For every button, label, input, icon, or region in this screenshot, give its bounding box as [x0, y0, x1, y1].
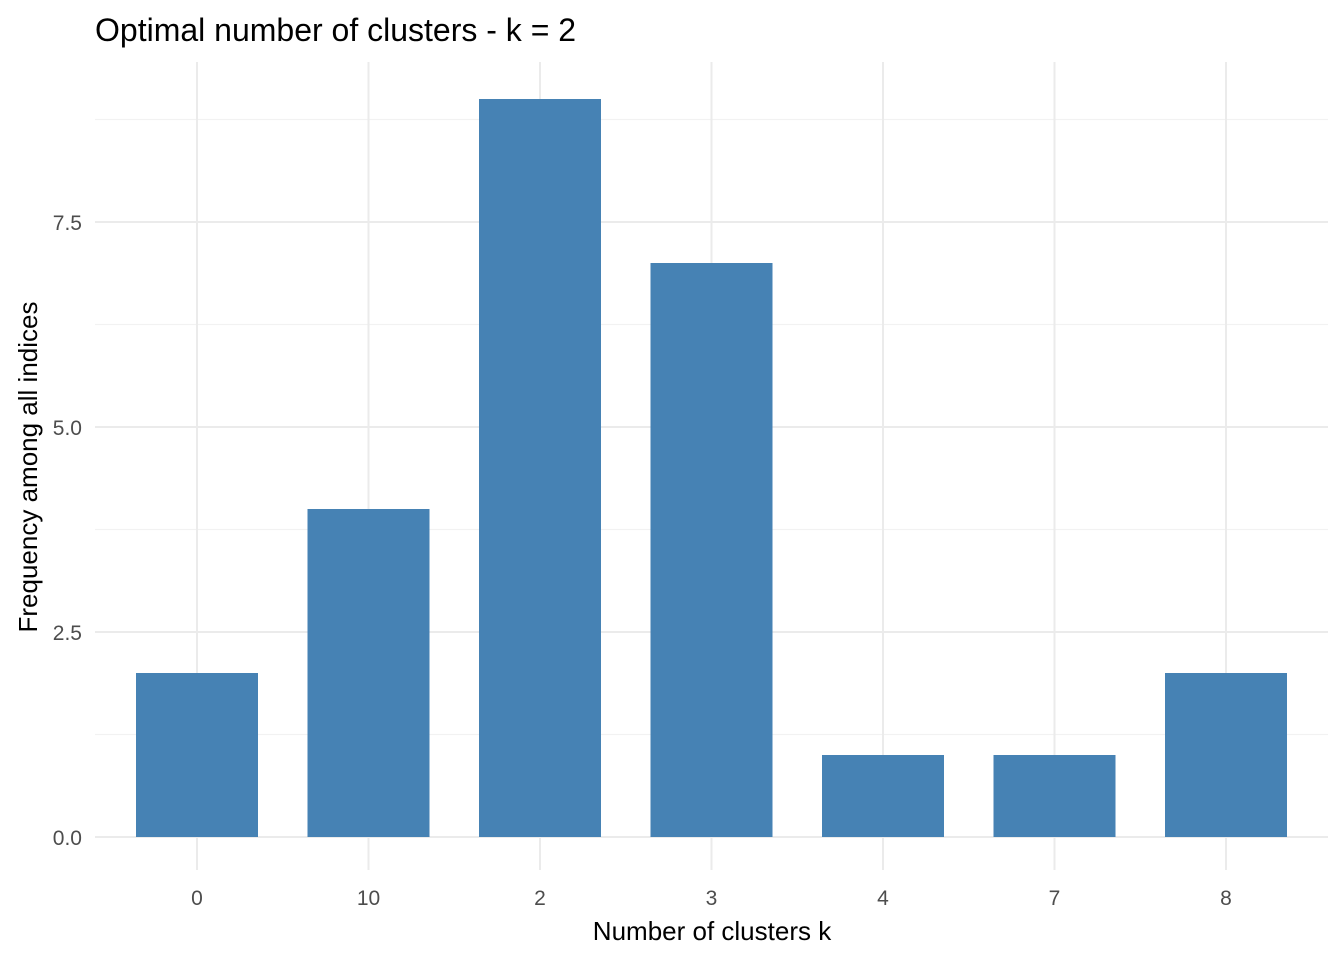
y-axis-ticks: 0.0 2.5 5.0 7.5 [53, 212, 82, 850]
x-tick-label: 7 [1049, 887, 1061, 910]
bar-7 [993, 755, 1116, 837]
bar-0 [136, 673, 258, 837]
x-tick-label: 10 [357, 887, 380, 910]
bars [136, 99, 1287, 837]
y-axis-title: Frequency among all indices [13, 302, 43, 633]
x-tick-label: 3 [706, 887, 718, 910]
bar-8 [1165, 673, 1287, 837]
bar-10 [307, 509, 430, 837]
bar-3 [650, 263, 773, 837]
x-tick-label: 4 [877, 887, 889, 910]
y-tick-label: 0.0 [53, 827, 82, 850]
x-axis-title: Number of clusters k [593, 916, 832, 946]
x-tick-label: 8 [1220, 887, 1232, 910]
x-tick-label: 2 [534, 887, 546, 910]
x-tick-label: 0 [191, 887, 203, 910]
y-tick-label: 7.5 [53, 212, 82, 235]
chart-title: Optimal number of clusters - k = 2 [95, 12, 576, 48]
y-tick-label: 5.0 [53, 417, 82, 440]
bar-4 [822, 755, 944, 837]
x-axis-ticks: 0 10 2 3 4 7 8 [191, 887, 1232, 910]
bar-2 [479, 99, 601, 837]
y-tick-label: 2.5 [53, 622, 82, 645]
